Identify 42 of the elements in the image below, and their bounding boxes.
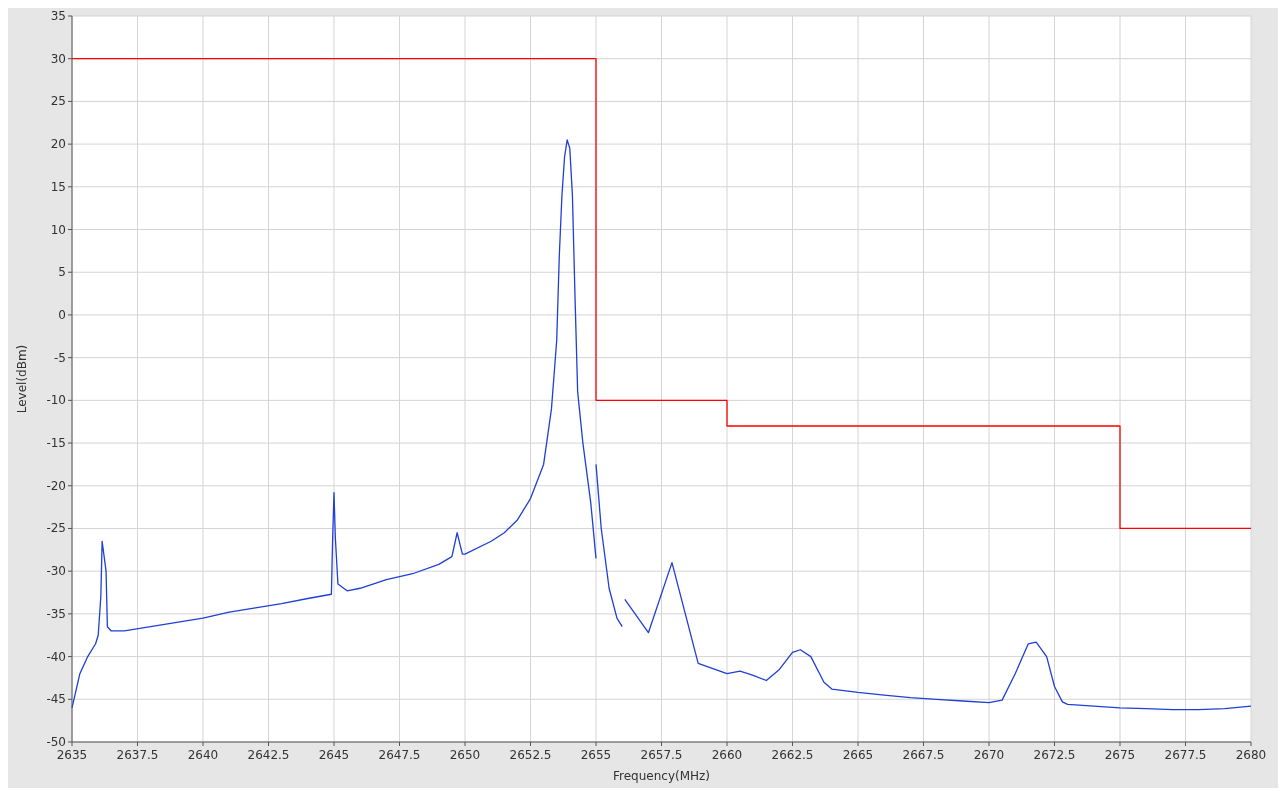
x-tick-label: 2680 bbox=[1235, 748, 1267, 762]
y-tick-label: -40 bbox=[46, 649, 66, 664]
y-tick-label: 25 bbox=[50, 94, 66, 109]
y-tick-label: -5 bbox=[54, 350, 66, 365]
y-tick-label: 20 bbox=[50, 137, 66, 152]
x-tick-label: 2665 bbox=[842, 748, 874, 762]
x-tick-label: 2657.5 bbox=[640, 748, 683, 762]
y-tick-label: 10 bbox=[50, 222, 66, 237]
line-series bbox=[595, 463, 623, 628]
x-tick-label: 2660 bbox=[711, 748, 743, 762]
x-tick-label: 2675 bbox=[1104, 748, 1136, 762]
x-tick-label: 2635 bbox=[56, 748, 88, 762]
y-tick-label: 5 bbox=[58, 265, 66, 280]
x-tick-label: 2647.5 bbox=[378, 748, 421, 762]
x-tick-label: 2672.5 bbox=[1033, 748, 1076, 762]
line-series bbox=[71, 58, 1252, 530]
y-tick-label: 15 bbox=[50, 179, 66, 194]
x-tick-label: 2670 bbox=[973, 748, 1005, 762]
y-tick-label: -10 bbox=[46, 393, 66, 408]
x-tick-label: 2652.5 bbox=[509, 748, 552, 762]
x-tick-label: 2650 bbox=[449, 748, 481, 762]
x-tick-label: 2667.5 bbox=[902, 748, 945, 762]
y-tick-label: 0 bbox=[58, 307, 66, 322]
y-tick-label: -30 bbox=[46, 564, 66, 579]
y-tick-label: -15 bbox=[46, 436, 66, 451]
y-tick-label: -45 bbox=[46, 692, 66, 707]
x-tick-label: 2677.5 bbox=[1164, 748, 1207, 762]
line-series bbox=[624, 561, 1252, 711]
y-tick-label: 35 bbox=[50, 9, 66, 23]
x-tick-label: 2645 bbox=[318, 748, 350, 762]
y-tick-label: -50 bbox=[46, 735, 66, 749]
x-tick-label: 2640 bbox=[187, 748, 219, 762]
y-tick-label: -25 bbox=[46, 521, 66, 536]
y-tick-label: 30 bbox=[50, 51, 66, 66]
y-tick-label: -35 bbox=[46, 606, 66, 621]
y-axis-title: Level(dBm) bbox=[15, 344, 29, 414]
x-tick-label: 2662.5 bbox=[771, 748, 814, 762]
x-tick-label: 2655 bbox=[580, 748, 612, 762]
x-axis-title: Frequency(MHz) bbox=[612, 769, 711, 783]
x-tick-label: 2642.5 bbox=[247, 748, 290, 762]
y-tick-label: -20 bbox=[46, 478, 66, 493]
x-tick-label: 2637.5 bbox=[116, 748, 159, 762]
